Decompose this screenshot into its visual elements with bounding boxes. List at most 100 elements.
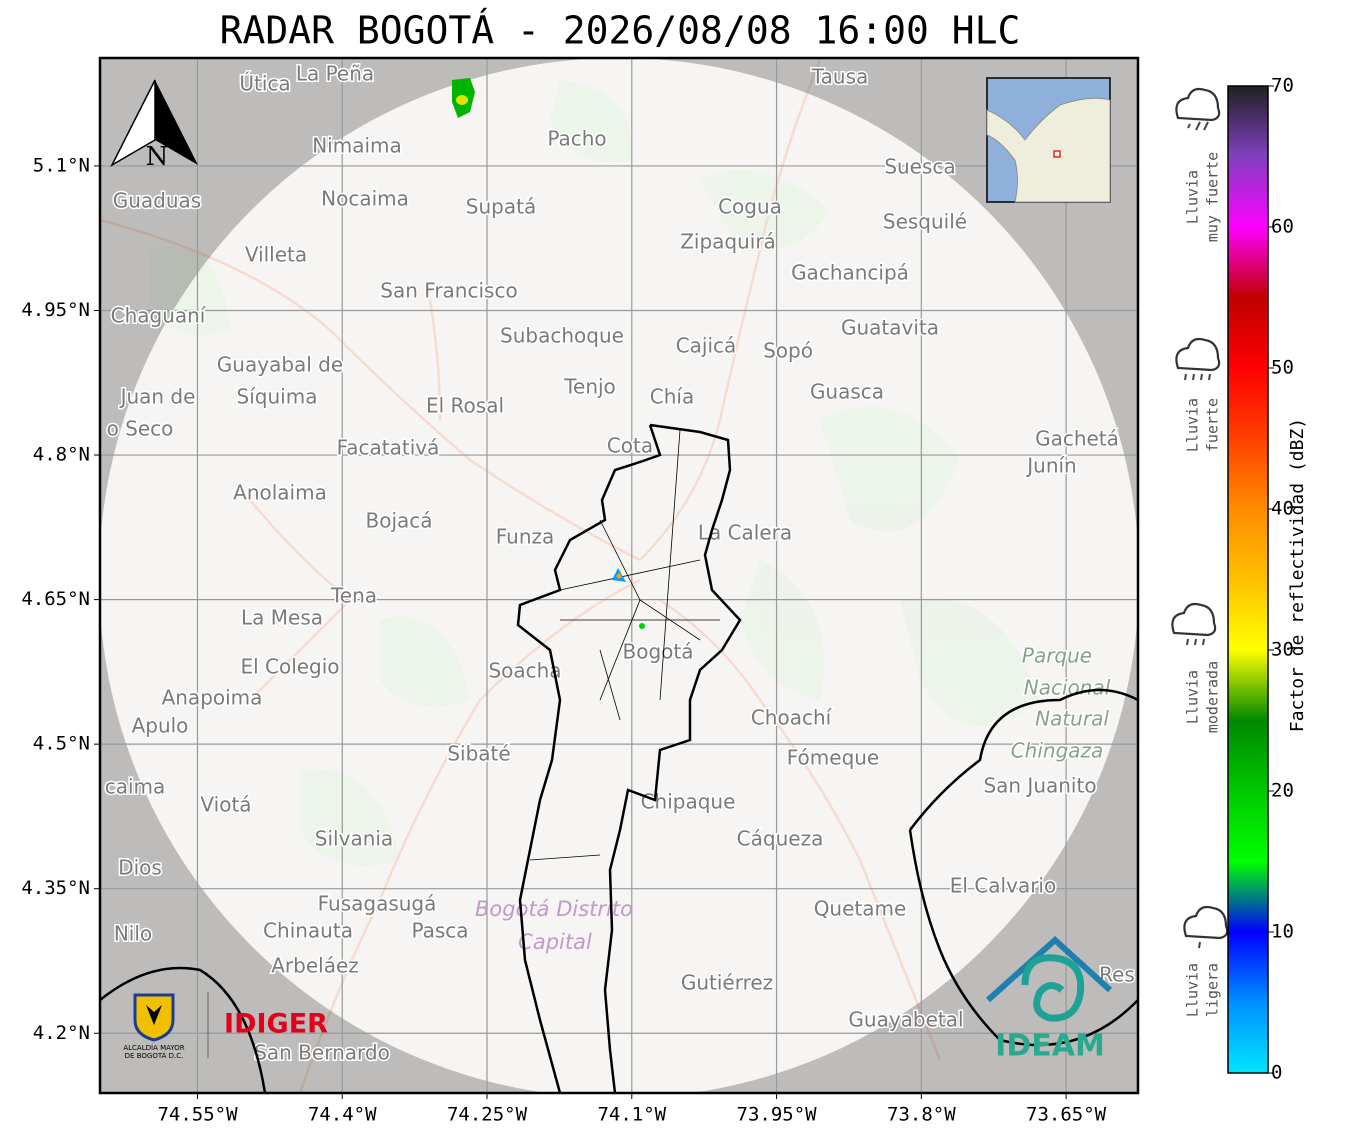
- colorbar-tick-label: 30: [1271, 639, 1294, 661]
- y-tick-label: 4.2°N: [33, 1022, 90, 1044]
- place-label: Bojacá: [365, 509, 432, 533]
- x-tick-label: 73.8°W: [887, 1104, 956, 1126]
- intensity-label: muy fuerte: [1204, 152, 1222, 242]
- place-label: Chía: [650, 385, 694, 409]
- place-label: Fusagasugá: [318, 892, 437, 916]
- place-label: Villeta: [245, 243, 307, 267]
- place-label: Tenjo: [563, 375, 616, 399]
- intensity-label: ligera: [1204, 963, 1222, 1017]
- park-label: Chingaza: [1011, 739, 1104, 763]
- colorbar-scale: [1227, 85, 1269, 1074]
- inset-map: [986, 77, 1111, 203]
- place-label: Subachoque: [500, 324, 624, 348]
- park-label: Natural: [1035, 707, 1109, 731]
- place-label: Pasca: [411, 919, 468, 943]
- place-label: Bogotá: [623, 640, 694, 664]
- place-label: Juan de: [119, 385, 196, 409]
- place-label: o Seco: [107, 417, 174, 441]
- alcaldia-line: DE BOGOTÁ D.C.: [125, 1051, 184, 1060]
- park-label: Parque: [1022, 644, 1092, 668]
- place-label: Gutiérrez: [681, 971, 773, 995]
- colorbar-tick-label: 50: [1271, 357, 1294, 379]
- place-label: Tena: [330, 584, 377, 608]
- place-label: Supatá: [466, 195, 536, 219]
- place-label: Arbeláez: [271, 954, 359, 978]
- place-label: Cajicá: [676, 334, 737, 358]
- place-label: San Juanito: [983, 774, 1096, 798]
- place-label: Útica: [239, 72, 290, 96]
- place-label: Anolaima: [233, 481, 327, 505]
- place-label: Cáqueza: [737, 827, 824, 851]
- place-label: Nilo: [114, 922, 152, 946]
- colorbar-tick-label: 40: [1271, 498, 1294, 520]
- weather-icons: [1171, 87, 1229, 940]
- north-arrow: N: [110, 79, 198, 172]
- place-label: Choachí: [751, 706, 833, 730]
- colorbar-tick-label: 60: [1271, 216, 1294, 238]
- idiger-logo: IDIGER: [224, 1009, 328, 1040]
- place-label: caima: [105, 775, 166, 799]
- place-label: San Bernardo: [254, 1041, 390, 1065]
- ideam-text: IDEAM: [995, 1029, 1105, 1064]
- y-tick-label: 4.5°N: [33, 733, 90, 755]
- district-label: Bogotá Distrito: [475, 897, 633, 921]
- colorbar-tick-label: 10: [1271, 921, 1294, 943]
- place-label: Pacho: [547, 127, 606, 151]
- intensity-label: fuerte: [1204, 398, 1222, 452]
- place-label: El Colegio: [240, 655, 339, 679]
- intensity-label: Lluvia: [1184, 963, 1202, 1017]
- place-label: Anapoima: [162, 686, 263, 710]
- place-label: Guaduas: [113, 189, 201, 213]
- x-tick-label: 74.1°W: [597, 1104, 666, 1126]
- place-label: Zipaquirá: [680, 230, 776, 254]
- place-label: Quetame: [814, 897, 907, 921]
- place-label: Guatavita: [841, 316, 939, 340]
- place-label: Facatativá: [337, 436, 440, 460]
- place-label: Sibaté: [447, 742, 510, 766]
- place-label: Nimaima: [312, 134, 402, 158]
- place-label: Guayabetal: [848, 1008, 963, 1032]
- x-tick-label: 73.65°W: [1026, 1104, 1107, 1126]
- place-label: Apulo: [132, 714, 189, 738]
- place-label: Silvania: [315, 827, 393, 851]
- rain-drops: [1184, 121, 1211, 949]
- boundaries: [100, 423, 1138, 1093]
- place-label: Cogua: [718, 195, 782, 219]
- place-label: El Calvario: [950, 874, 1056, 898]
- y-tick-label: 4.65°N: [21, 588, 90, 610]
- radar-echoes: [452, 78, 645, 629]
- alcaldia-logo: ALCALDÍA MAYOR DE BOGOTÁ D.C. IDIGER: [123, 992, 328, 1060]
- colorbar-label: Factor de reflectividad (dBZ): [1287, 418, 1308, 732]
- intensity-label: moderada: [1204, 661, 1222, 733]
- place-label: Nocaima: [321, 187, 409, 211]
- map-title: RADAR BOGOTÁ - 2026/08/08 16:00 HLC: [220, 9, 1021, 53]
- place-label: Tausa: [811, 65, 869, 89]
- place-label: Soacha: [488, 659, 561, 683]
- place-label: El Rosal: [426, 394, 504, 418]
- map-area: Útica La Peña Tausa Pacho Nimaima Suesca Guadu…: [100, 58, 1138, 1093]
- y-tick-label: 5.1°N: [33, 154, 90, 176]
- alcaldia-line: ALCALDÍA MAYOR: [123, 1043, 184, 1052]
- map-frame: [98, 56, 1140, 1095]
- place-label: La Mesa: [241, 606, 323, 630]
- district-label: Capital: [518, 930, 592, 954]
- intensity-label: Lluvia: [1184, 398, 1202, 452]
- place-label: Suesca: [884, 155, 955, 179]
- intensity-label: Lluvia: [1184, 670, 1202, 724]
- colorbar-tick-label: 20: [1271, 780, 1294, 802]
- place-label: Guasca: [810, 380, 884, 404]
- x-tick-label: 74.25°W: [447, 1104, 528, 1126]
- colorbar-tick-label: 0: [1271, 1062, 1282, 1084]
- y-tick-label: 4.8°N: [33, 444, 90, 466]
- place-labels: Útica La Peña Tausa Pacho Nimaima Suesca Guadu…: [103, 60, 1136, 1066]
- place-label: Sopó: [763, 339, 813, 363]
- place-label: La Calera: [698, 521, 792, 545]
- place-label: Gachancipá: [791, 261, 909, 285]
- place-label: Funza: [496, 525, 555, 549]
- alcaldia-text: ALCALDÍA MAYOR DE BOGOTÁ D.C.: [123, 1043, 184, 1060]
- y-tick-label: 4.95°N: [21, 299, 90, 321]
- place-label: Viotá: [200, 793, 251, 817]
- place-label: Sesquilé: [883, 210, 967, 234]
